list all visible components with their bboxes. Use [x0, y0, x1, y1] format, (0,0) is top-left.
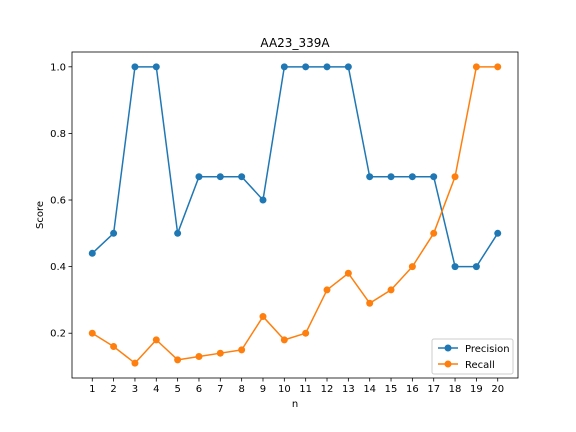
- x-axis-label: n: [292, 399, 298, 410]
- data-point-recall: [259, 313, 267, 321]
- legend-recall-marker: [444, 360, 452, 368]
- axes-layer: 1 2 3 4 5 6 7 8 9 10 11 12 13 14 15 16 17 18 19 200.20.40.6…: [50, 51, 519, 395]
- x-tick-label: 15: [385, 384, 398, 395]
- data-point-precision: [430, 173, 438, 181]
- x-tick-label: 9: [260, 384, 266, 395]
- legend-precision-label: Precision: [465, 344, 510, 355]
- x-tick-label: 3: [132, 384, 138, 395]
- data-point-recall: [280, 336, 288, 344]
- data-point-precision: [323, 63, 331, 71]
- x-tick-label: 20: [491, 384, 504, 395]
- data-point-recall: [366, 299, 374, 307]
- data-point-precision: [387, 173, 395, 181]
- x-tick-label: 5: [174, 384, 180, 395]
- y-axis-label: Score: [35, 201, 46, 229]
- data-point-precision: [366, 173, 374, 181]
- y-tick-label: 1.0: [50, 62, 66, 73]
- data-point-precision: [280, 63, 288, 71]
- legend-recall-label: Recall: [465, 360, 495, 371]
- data-point-recall: [88, 329, 96, 337]
- data-point-recall: [174, 356, 182, 364]
- x-tick-label: 7: [217, 384, 223, 395]
- y-tick-label: 0.4: [50, 262, 66, 273]
- data-point-precision: [344, 63, 352, 71]
- data-point-recall: [110, 343, 118, 351]
- data-point-recall: [238, 346, 246, 354]
- x-tick-label: 13: [342, 384, 355, 395]
- x-tick-label: 4: [153, 384, 159, 395]
- data-point-recall: [216, 349, 224, 357]
- x-tick-label: 14: [363, 384, 376, 395]
- data-point-precision: [152, 63, 160, 71]
- data-point-recall: [195, 353, 203, 361]
- data-point-recall: [408, 263, 416, 271]
- data-point-precision: [110, 229, 118, 237]
- x-tick-label: 6: [196, 384, 202, 395]
- x-tick-label: 19: [470, 384, 483, 395]
- data-point-recall: [451, 173, 459, 181]
- series-line-recall: [91, 66, 498, 364]
- data-point-recall: [152, 336, 160, 344]
- data-point-recall: [430, 229, 438, 237]
- data-point-precision: [131, 63, 139, 71]
- data-point-recall: [131, 359, 139, 367]
- legend-precision-marker: [444, 344, 452, 352]
- data-point-recall: [302, 329, 310, 337]
- data-point-recall: [344, 269, 352, 277]
- data-point-precision: [302, 63, 310, 71]
- x-tick-label: 8: [238, 384, 244, 395]
- series-layer: [88, 63, 502, 367]
- legend: Precision Recall: [431, 338, 514, 375]
- y-tick-label: 0.8: [50, 129, 66, 140]
- x-tick-label: 12: [321, 384, 334, 395]
- x-tick-label: 16: [406, 384, 419, 395]
- data-point-precision: [259, 196, 267, 204]
- series-line-precision: [91, 66, 499, 268]
- data-point-precision: [451, 263, 459, 271]
- data-point-precision: [216, 173, 224, 181]
- data-point-precision: [195, 173, 203, 181]
- data-point-recall: [494, 63, 502, 71]
- data-point-precision: [88, 249, 96, 257]
- data-point-precision: [408, 173, 416, 181]
- data-point-precision: [494, 229, 502, 237]
- data-point-recall: [387, 286, 395, 294]
- data-point-recall: [472, 63, 480, 71]
- plot-frame: [71, 51, 519, 379]
- x-tick-label: 11: [299, 384, 312, 395]
- x-tick-label: 2: [110, 384, 116, 395]
- chart-title: AA23_339A: [260, 36, 330, 50]
- x-tick-label: 17: [427, 384, 440, 395]
- x-tick-label: 1: [89, 384, 95, 395]
- data-point-recall: [323, 286, 331, 294]
- data-point-precision: [472, 263, 480, 271]
- y-tick-label: 0.2: [50, 329, 66, 340]
- y-tick-label: 0.6: [50, 196, 66, 207]
- data-point-precision: [238, 173, 246, 181]
- data-point-precision: [174, 229, 182, 237]
- x-tick-label: 18: [449, 384, 462, 395]
- x-tick-label: 10: [278, 384, 291, 395]
- plot-area: [72, 52, 518, 378]
